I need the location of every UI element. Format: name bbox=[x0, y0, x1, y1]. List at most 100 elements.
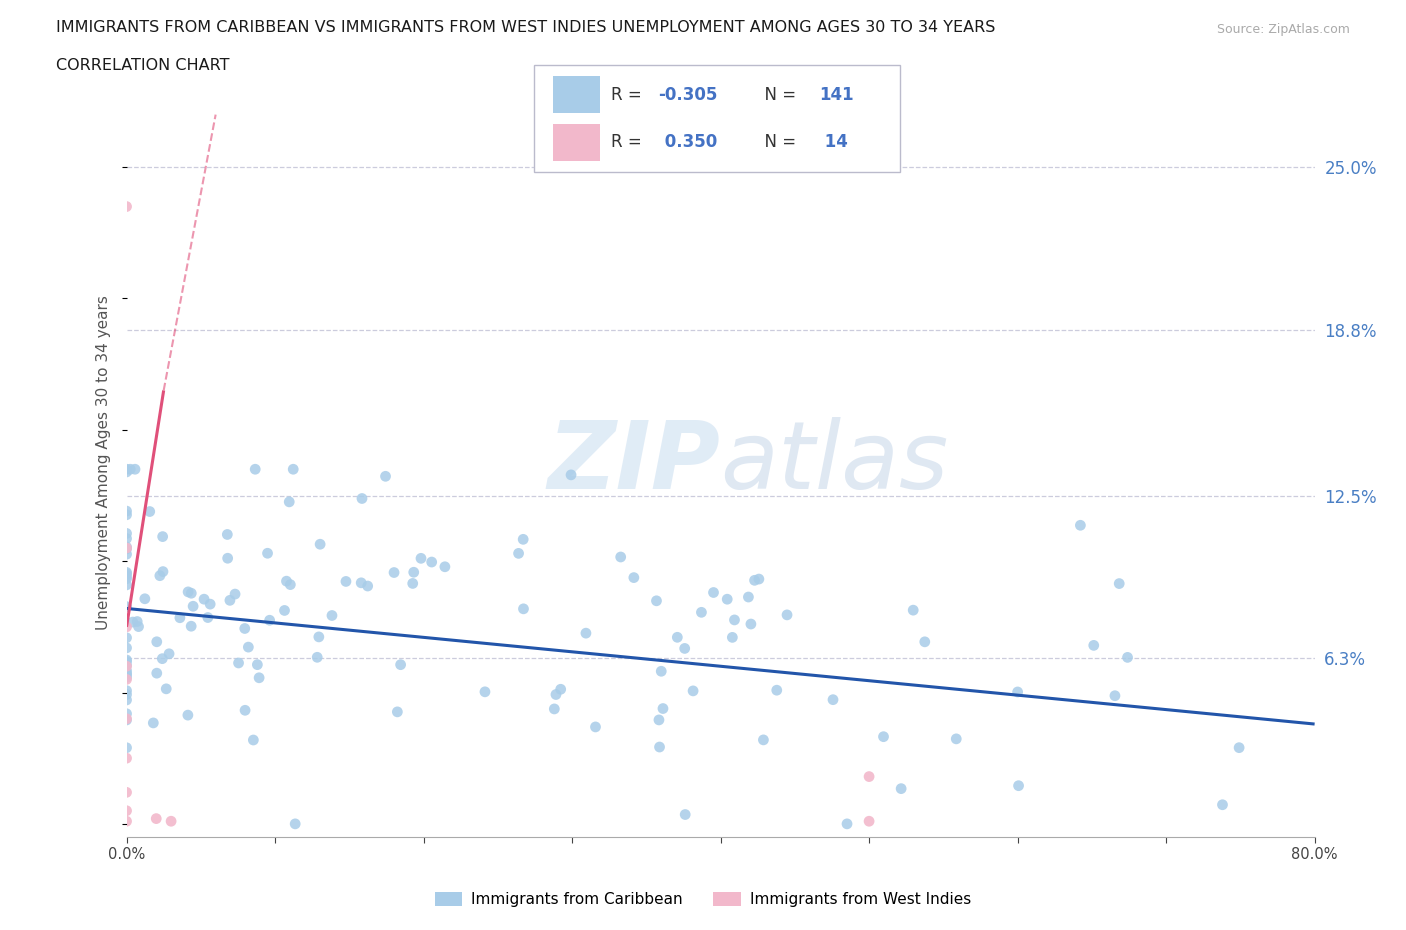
FancyBboxPatch shape bbox=[553, 124, 600, 162]
Point bbox=[224, 587, 246, 602]
Point bbox=[387, 704, 409, 719]
Point bbox=[127, 614, 149, 629]
Text: atlas: atlas bbox=[720, 418, 949, 508]
Point bbox=[115, 462, 138, 477]
Point bbox=[217, 551, 239, 565]
Text: ZIP: ZIP bbox=[548, 417, 720, 509]
Point bbox=[350, 491, 373, 506]
Point bbox=[374, 469, 396, 484]
Point bbox=[177, 584, 200, 599]
Point bbox=[308, 630, 330, 644]
Point bbox=[645, 593, 668, 608]
Point bbox=[246, 658, 269, 672]
Point bbox=[821, 692, 844, 707]
Point bbox=[723, 613, 745, 628]
Point bbox=[682, 684, 704, 698]
Point bbox=[177, 708, 200, 723]
Point bbox=[115, 693, 138, 708]
Point bbox=[914, 634, 936, 649]
Point bbox=[402, 576, 425, 591]
Point bbox=[115, 565, 138, 579]
Point bbox=[256, 546, 278, 561]
Point bbox=[259, 613, 281, 628]
Point bbox=[115, 541, 138, 556]
Point bbox=[512, 532, 534, 547]
Point bbox=[115, 631, 138, 645]
Point bbox=[228, 656, 250, 671]
Point bbox=[648, 739, 671, 754]
Point bbox=[115, 569, 138, 584]
Point bbox=[765, 683, 787, 698]
Point bbox=[120, 462, 142, 477]
Point bbox=[648, 712, 671, 727]
Text: 14: 14 bbox=[820, 133, 848, 151]
Point bbox=[1116, 650, 1139, 665]
Point bbox=[115, 547, 138, 562]
Point bbox=[748, 572, 770, 587]
Point bbox=[382, 565, 405, 580]
Text: 0.350: 0.350 bbox=[658, 133, 717, 151]
Point bbox=[115, 711, 138, 726]
Point bbox=[115, 578, 138, 592]
Point bbox=[115, 712, 138, 727]
Point bbox=[115, 653, 138, 668]
Point bbox=[219, 593, 242, 608]
Point bbox=[115, 684, 138, 698]
Point bbox=[872, 729, 894, 744]
Point bbox=[420, 554, 443, 569]
Point bbox=[217, 527, 239, 542]
Point bbox=[666, 630, 689, 644]
Point bbox=[609, 550, 631, 565]
Point bbox=[115, 571, 138, 586]
Point bbox=[115, 599, 138, 614]
Point bbox=[197, 610, 219, 625]
Point bbox=[115, 670, 138, 684]
Point bbox=[1227, 740, 1250, 755]
Point bbox=[544, 687, 567, 702]
Point bbox=[752, 733, 775, 748]
Point bbox=[740, 617, 762, 631]
Point bbox=[1083, 638, 1105, 653]
Point bbox=[1007, 778, 1029, 793]
Point bbox=[474, 684, 496, 699]
Point bbox=[115, 654, 138, 669]
Point bbox=[273, 603, 295, 618]
FancyBboxPatch shape bbox=[553, 76, 600, 113]
Point bbox=[357, 578, 380, 593]
Point bbox=[134, 591, 156, 606]
Point bbox=[744, 573, 766, 588]
Point bbox=[508, 546, 530, 561]
Point bbox=[238, 640, 260, 655]
Point bbox=[389, 658, 412, 672]
Point bbox=[115, 641, 138, 656]
Point bbox=[181, 599, 204, 614]
Text: -0.305: -0.305 bbox=[658, 86, 718, 104]
Point bbox=[115, 619, 138, 634]
Point bbox=[1108, 577, 1130, 591]
Point bbox=[155, 682, 177, 697]
Text: IMMIGRANTS FROM CARIBBEAN VS IMMIGRANTS FROM WEST INDIES UNEMPLOYMENT AMONG AGES: IMMIGRANTS FROM CARIBBEAN VS IMMIGRANTS … bbox=[56, 20, 995, 35]
Point bbox=[121, 615, 143, 630]
Point bbox=[550, 682, 572, 697]
Point bbox=[903, 603, 925, 618]
Point bbox=[115, 687, 138, 702]
Point bbox=[115, 666, 138, 681]
Point bbox=[283, 462, 305, 477]
Point bbox=[233, 621, 256, 636]
Point bbox=[321, 608, 343, 623]
Point bbox=[543, 701, 565, 716]
Point bbox=[180, 586, 202, 601]
Point bbox=[115, 566, 138, 581]
Point bbox=[115, 539, 138, 554]
Point bbox=[690, 604, 713, 619]
Point bbox=[433, 559, 456, 574]
Point bbox=[115, 508, 138, 523]
Point bbox=[138, 504, 160, 519]
Point bbox=[115, 658, 138, 672]
Point bbox=[650, 664, 672, 679]
Point bbox=[152, 529, 174, 544]
Point bbox=[160, 814, 183, 829]
Point bbox=[128, 619, 150, 634]
Point bbox=[115, 663, 138, 678]
Point bbox=[124, 462, 146, 477]
